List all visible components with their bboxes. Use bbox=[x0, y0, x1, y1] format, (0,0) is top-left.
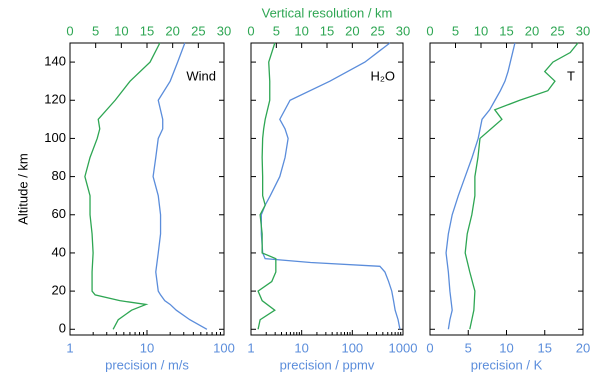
data-line bbox=[445, 42, 516, 330]
x-tick-label: 1000 bbox=[389, 340, 418, 355]
x-tick-label: 100 bbox=[213, 340, 235, 355]
y-tick-label: 0 bbox=[59, 321, 66, 336]
x2-tick-label: 5 bbox=[92, 23, 99, 38]
x-tick-label: 1 bbox=[247, 340, 254, 355]
x-tick-label: 20 bbox=[576, 340, 590, 355]
x-tick-label: 10 bbox=[140, 340, 154, 355]
data-line bbox=[257, 42, 277, 330]
x2-tick-label: 15 bbox=[499, 23, 513, 38]
x-axis-label: precision / m/s bbox=[105, 357, 189, 372]
y-tick-label: 140 bbox=[44, 54, 66, 69]
x2-tick-label: 20 bbox=[525, 23, 539, 38]
x2-tick-label: 30 bbox=[396, 23, 410, 38]
x-tick-label: 10 bbox=[499, 340, 513, 355]
y-axis-label: Altitude / km bbox=[15, 153, 30, 225]
x2-tick-label: 0 bbox=[426, 23, 433, 38]
x2-tick-label: 10 bbox=[114, 23, 128, 38]
panel-label: Wind bbox=[186, 68, 216, 83]
x2-tick-label: 0 bbox=[247, 23, 254, 38]
x-tick-label: 100 bbox=[341, 340, 363, 355]
data-line bbox=[464, 42, 579, 330]
x2-tick-label: 30 bbox=[217, 23, 231, 38]
x2-axis-label: Vertical resolution / km bbox=[262, 5, 393, 20]
x2-tick-label: 15 bbox=[140, 23, 154, 38]
x2-tick-label: 25 bbox=[550, 23, 564, 38]
x2-tick-label: 20 bbox=[345, 23, 359, 38]
data-line bbox=[84, 42, 161, 330]
x-tick-label: 0 bbox=[426, 340, 433, 355]
data-line bbox=[152, 42, 208, 330]
y-tick-label: 100 bbox=[44, 130, 66, 145]
x2-tick-label: 0 bbox=[66, 23, 73, 38]
x2-tick-label: 15 bbox=[320, 23, 334, 38]
x2-tick-label: 10 bbox=[474, 23, 488, 38]
x2-tick-label: 20 bbox=[165, 23, 179, 38]
panel-label: H₂O bbox=[370, 68, 395, 83]
x-tick-label: 15 bbox=[538, 340, 552, 355]
data-line bbox=[260, 42, 401, 330]
x-tick-label: 1 bbox=[66, 340, 73, 355]
x2-tick-label: 30 bbox=[576, 23, 590, 38]
x2-tick-label: 5 bbox=[273, 23, 280, 38]
x2-tick-label: 25 bbox=[191, 23, 205, 38]
x-axis-label: precision / ppmv bbox=[280, 357, 375, 372]
plot-frame bbox=[429, 42, 584, 336]
x2-tick-label: 5 bbox=[452, 23, 459, 38]
x-tick-label: 10 bbox=[294, 340, 308, 355]
y-tick-label: 60 bbox=[52, 206, 66, 221]
y-tick-label: 120 bbox=[44, 92, 66, 107]
x-axis-label: precision / K bbox=[471, 357, 543, 372]
x-tick-label: 5 bbox=[465, 340, 472, 355]
y-tick-label: 40 bbox=[52, 244, 66, 259]
plot-frame bbox=[69, 42, 225, 336]
y-tick-label: 20 bbox=[52, 283, 66, 298]
x2-tick-label: 10 bbox=[294, 23, 308, 38]
x2-tick-label: 25 bbox=[370, 23, 384, 38]
y-tick-label: 80 bbox=[52, 168, 66, 183]
panel-label: T bbox=[567, 68, 575, 83]
